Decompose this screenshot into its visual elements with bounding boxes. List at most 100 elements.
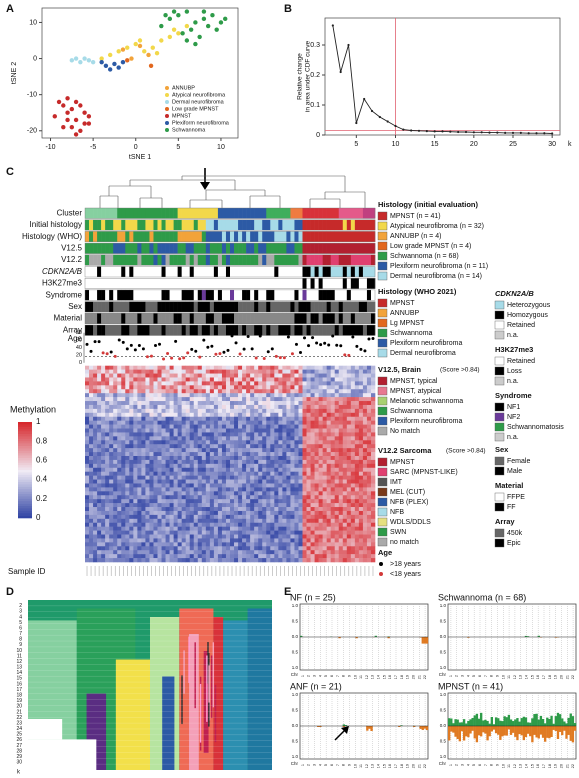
heatmap-cell: [213, 522, 219, 527]
heatmap-cell: [165, 503, 170, 508]
annotation-cell: [318, 325, 323, 336]
annotation-cell: [266, 289, 271, 301]
heatmap-cell: [185, 463, 191, 469]
annotation-cell: [290, 208, 295, 219]
annotation-cell: [310, 325, 315, 336]
heatmap-cell: [189, 550, 195, 555]
heatmap-cell: [302, 471, 307, 476]
age-dot: [117, 338, 121, 342]
annotation-cell: [234, 266, 239, 277]
heatmap-cell: [246, 381, 251, 386]
annotation-cell: [113, 266, 118, 277]
heatmap-cell: [209, 542, 215, 547]
heatmap-cell: [334, 471, 340, 476]
annotation-cell: [282, 219, 287, 231]
heatmap-cell: [193, 385, 199, 390]
heatmap-cell: [197, 534, 203, 539]
heatmap-cell: [370, 397, 376, 402]
k-label: 9: [19, 642, 22, 648]
annotation-cell: [101, 313, 106, 324]
heatmap-cell: [197, 452, 203, 457]
heatmap-cell: [121, 491, 126, 496]
annotation-cell: [242, 301, 247, 313]
annotation-cell: [350, 219, 356, 231]
heatmap-cell: [246, 530, 251, 535]
heatmap-cell: [262, 420, 267, 425]
heatmap-cell: [290, 436, 295, 441]
annotation-cell: [185, 313, 191, 324]
point: [488, 131, 491, 134]
heatmap-cell: [358, 393, 364, 398]
heatmap-cell: [306, 558, 311, 563]
age-dot: [105, 352, 109, 356]
heatmap-cell: [234, 530, 239, 535]
annotation-cell: [181, 289, 186, 301]
heatmap-cell: [270, 467, 275, 473]
heatmap-cell: [109, 534, 114, 539]
heatmap-cell: [213, 381, 219, 386]
heatmap-cell: [270, 365, 275, 370]
heatmap-cell: [358, 510, 364, 516]
heatmap-cell: [306, 448, 311, 453]
heatmap-cell: [338, 444, 344, 449]
annotation-cell: [201, 231, 207, 242]
heatmap-cell: [101, 542, 106, 547]
annotation-cell: [362, 219, 368, 231]
heatmap-cell: [234, 389, 239, 394]
heatmap-cell: [370, 436, 376, 441]
heatmap-cell: [286, 499, 291, 504]
heatmap-cell: [306, 436, 311, 441]
heatmap-cell: [278, 534, 283, 539]
annotation-cell: [318, 243, 323, 254]
heatmap-cell: [157, 507, 162, 512]
heatmap-cell: [221, 530, 227, 535]
heatmap-cell: [109, 432, 114, 437]
heatmap-cell: [149, 475, 154, 480]
heatmap-cell: [330, 463, 336, 469]
heatmap-cell: [286, 408, 291, 414]
age-dot: [166, 351, 170, 355]
heatmap-cell: [125, 436, 130, 441]
annotation-cell: [298, 278, 303, 289]
heatmap-cell: [342, 365, 348, 370]
heatmap-cell: [230, 448, 235, 453]
heatmap-cell: [141, 514, 146, 520]
heatmap-cell: [125, 389, 130, 394]
point: [78, 59, 83, 65]
point: [205, 23, 211, 29]
heatmap-cell: [129, 514, 134, 520]
heatmap-cell: [145, 510, 150, 516]
heatmap-cell: [322, 558, 327, 563]
heatmap-cell: [221, 487, 227, 492]
heatmap-cell: [326, 381, 331, 386]
heatmap-cell: [177, 459, 182, 465]
heatmap-cell: [213, 526, 219, 531]
colorbar-cell: [18, 431, 32, 435]
annotation-cell: [346, 254, 352, 266]
heatmap-cell: [274, 436, 279, 441]
heatmap-cell: [193, 475, 199, 480]
heatmap-cell: [169, 428, 174, 433]
heatmap-cell: [238, 404, 243, 410]
heatmap-cell: [129, 503, 134, 508]
heatmap-cell: [346, 459, 352, 465]
heatmap-cell: [334, 530, 340, 535]
heatmap-cell: [129, 499, 134, 504]
heatmap-cell: [282, 491, 287, 496]
heatmap-cell: [193, 514, 199, 520]
heatmap-cell: [205, 546, 211, 551]
point: [519, 131, 522, 134]
heatmap-cell: [258, 479, 263, 484]
heatmap-cell: [165, 408, 170, 414]
heatmap-cell: [181, 432, 186, 437]
annotation-cell: [286, 266, 291, 277]
heatmap-cell: [105, 471, 110, 476]
heatmap-cell: [358, 518, 364, 524]
heatmap-cell: [185, 448, 191, 453]
heatmap-cell: [157, 440, 162, 445]
colorbar-tick-label: 1: [36, 417, 41, 426]
heatmap-cell: [290, 444, 295, 449]
heatmap-cell: [294, 459, 299, 465]
age-dot: [125, 347, 129, 351]
heatmap-cell: [322, 393, 327, 398]
